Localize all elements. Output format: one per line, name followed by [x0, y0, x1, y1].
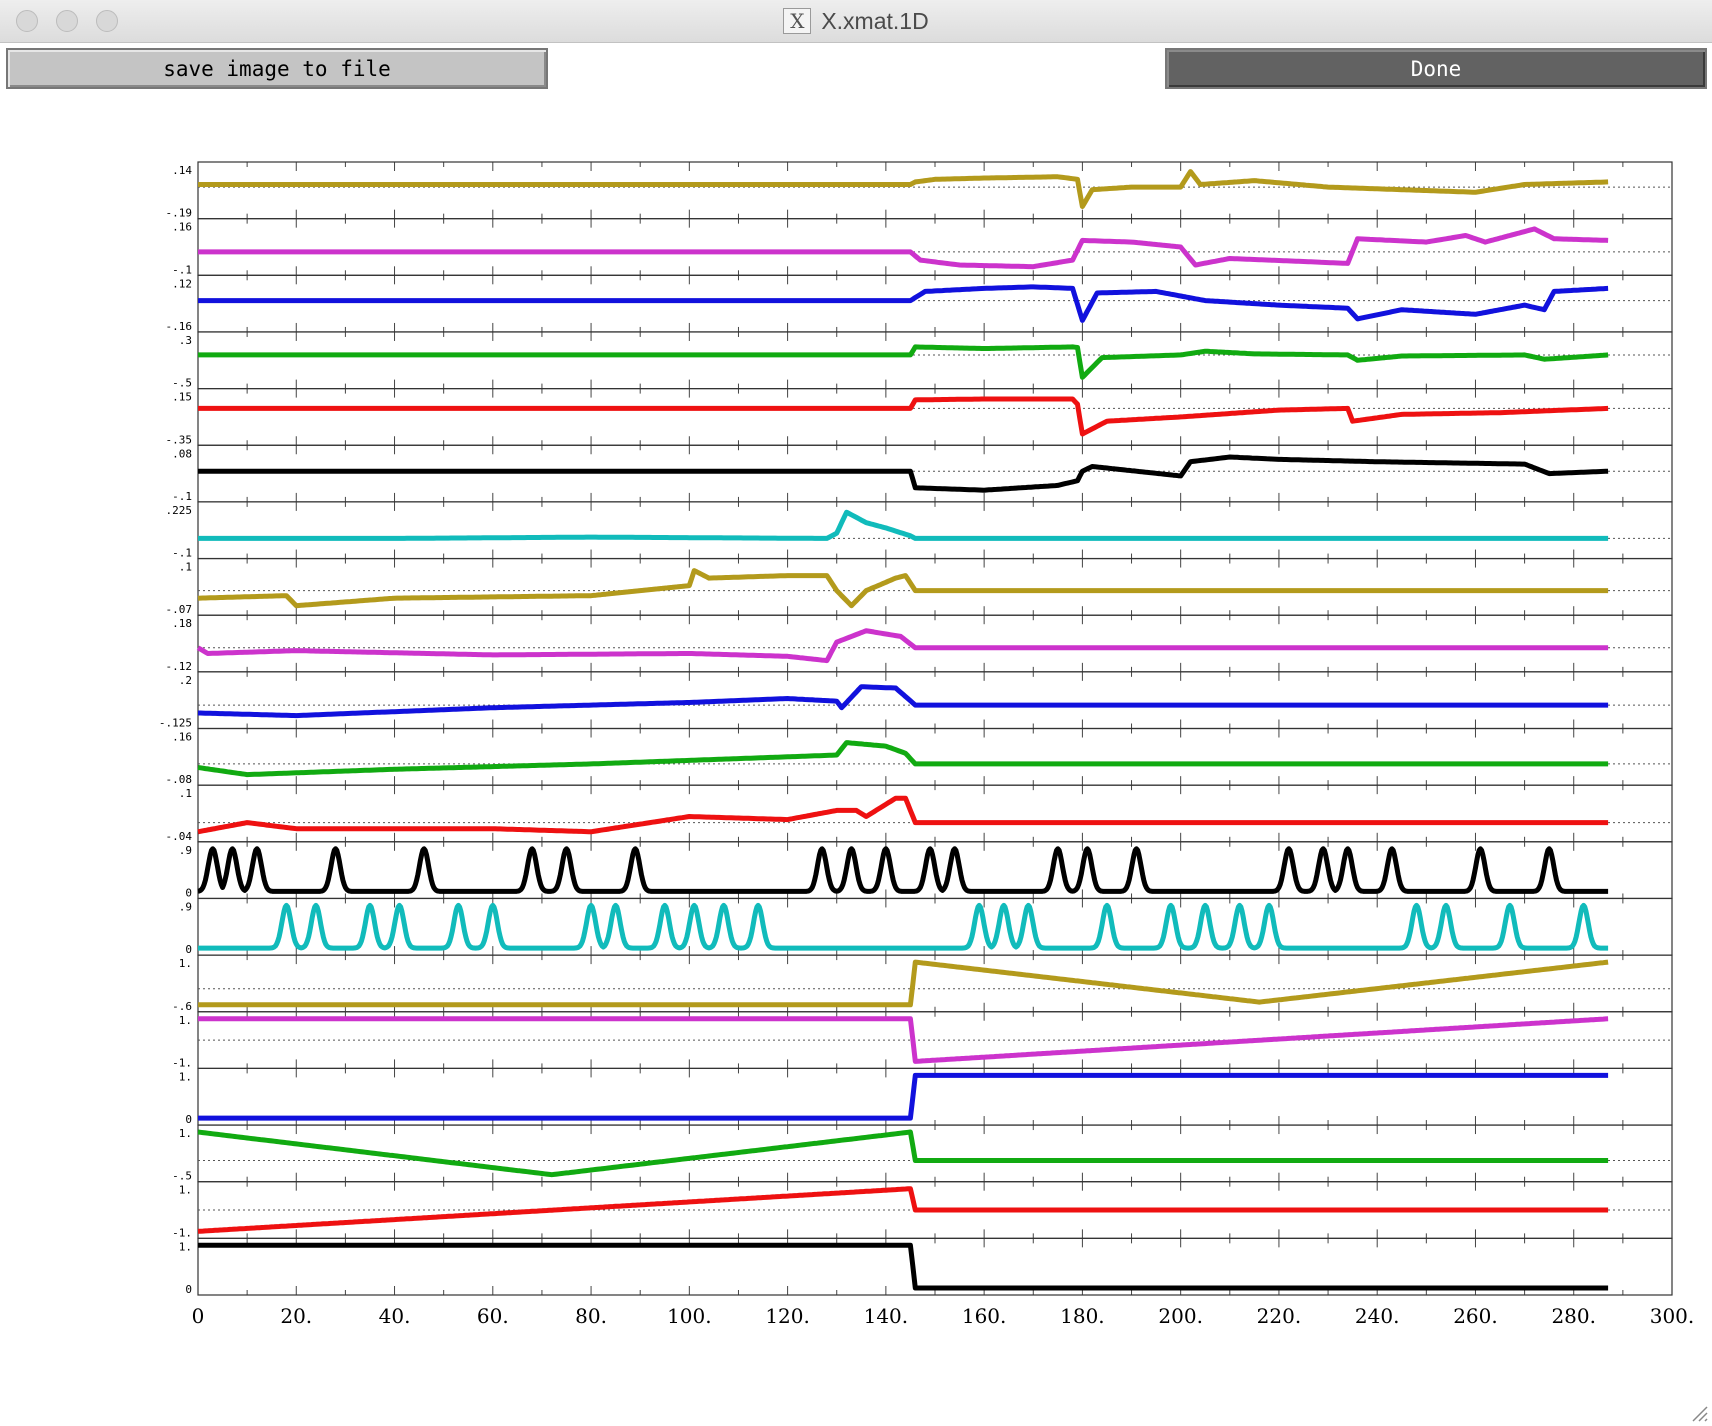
- series-line-9: [196, 628, 1609, 664]
- panel-frame: [197, 784, 1673, 843]
- series-line-4: [198, 344, 1609, 380]
- save-image-button[interactable]: save image to file: [6, 48, 548, 89]
- panel-top-label: 1.: [179, 1240, 192, 1253]
- panel-bottom-label: 0: [185, 1113, 192, 1126]
- panel-bottom-label: -.08: [166, 773, 193, 786]
- series-line-5: [198, 396, 1609, 437]
- panel-frame: [197, 671, 1673, 730]
- panel-top-label: 1.: [179, 1014, 192, 1027]
- panel-bottom-label: -.19: [166, 207, 193, 220]
- panel-bottom-label: -.16: [166, 320, 193, 333]
- panel-top-label: .08: [172, 447, 192, 460]
- panel-top-label: 1.: [179, 957, 192, 970]
- x-tick-label: 200.: [1158, 1304, 1203, 1328]
- panel-bottom-label: -.5: [172, 377, 192, 390]
- window-title: X.xmat.1D: [821, 7, 929, 34]
- panel-bottom-label: -.6: [172, 1000, 192, 1013]
- x-tick-label: 240.: [1355, 1304, 1400, 1328]
- x-tick-label: 180.: [1060, 1304, 1105, 1328]
- panel-top-label: 1.: [179, 1070, 192, 1083]
- panel-top-label: .2: [179, 674, 192, 687]
- panel-bottom-label: -.1: [172, 263, 192, 276]
- panel-top-label: .3: [179, 334, 192, 347]
- series-line-1: [198, 169, 1609, 209]
- panel-top-label: .1: [179, 561, 192, 574]
- panel-top-label: .16: [172, 221, 192, 234]
- x-tick-label: 20.: [280, 1304, 312, 1328]
- x-tick-label: 140.: [864, 1304, 909, 1328]
- title-bar: X X.xmat.1D: [0, 0, 1712, 43]
- window-title-group: X X.xmat.1D: [0, 0, 1712, 42]
- resize-grip-icon[interactable]: [1688, 1402, 1708, 1422]
- panel-bottom-label: 0: [185, 886, 192, 899]
- panel-top-label: .12: [172, 277, 192, 290]
- series-line-2: [198, 226, 1609, 270]
- series-line-18: [197, 1129, 1609, 1178]
- series-line-17: [198, 1072, 1609, 1121]
- series-line-14: [196, 902, 1610, 951]
- panel-frame: [197, 557, 1673, 616]
- panel-top-label: .18: [172, 617, 192, 630]
- panel-bottom-label: -.5: [172, 1170, 192, 1183]
- x-tick-label: 120.: [765, 1304, 810, 1328]
- panel-top-label: .225: [166, 504, 193, 517]
- panel-bottom-label: 0: [185, 943, 192, 956]
- panel-bottom-label: -.35: [166, 433, 193, 446]
- panel-top-label: .1: [179, 787, 192, 800]
- series-line-8: [197, 568, 1609, 609]
- x-tick-label: 40.: [379, 1304, 411, 1328]
- x11-icon: X: [783, 8, 812, 34]
- panel-frame: [197, 218, 1673, 276]
- series-line-7: [198, 509, 1609, 541]
- panel-top-label: .16: [172, 731, 192, 744]
- panel-bottom-label: -.125: [159, 717, 192, 730]
- series-line-6: [198, 454, 1609, 493]
- x-tick-label: 60.: [477, 1304, 509, 1328]
- zoom-window-button[interactable]: [96, 10, 118, 32]
- panel-frame: [197, 274, 1673, 333]
- x-tick-label: 220.: [1257, 1304, 1302, 1328]
- panel-bottom-label: -.1: [172, 547, 192, 560]
- panel-top-label: .15: [172, 391, 192, 404]
- series-line-16: [198, 1016, 1609, 1064]
- panel-frame: [197, 501, 1673, 560]
- series-line-3: [198, 284, 1609, 323]
- series-line-19: [197, 1186, 1609, 1234]
- series-line-10: [198, 684, 1609, 719]
- panel-bottom-label: -.12: [166, 660, 193, 673]
- panel-bottom-label: -.04: [166, 830, 193, 843]
- x-tick-label: 0: [192, 1304, 205, 1328]
- panel-top-label: .9: [179, 844, 192, 857]
- series-line-12: [197, 795, 1609, 835]
- panel-frame: [197, 614, 1673, 673]
- panel-bottom-label: -1.: [172, 1226, 192, 1239]
- panel-top-label: 1.: [179, 1184, 192, 1197]
- panel-frame: [197, 388, 1673, 446]
- x-tick-label: 300.: [1650, 1304, 1695, 1328]
- panel-top-label: .9: [179, 900, 192, 913]
- panel-bottom-label: -1.: [172, 1056, 192, 1069]
- x-tick-label: 100.: [667, 1304, 712, 1328]
- x-tick-label: 280.: [1551, 1304, 1596, 1328]
- panel-top-label: 1.: [179, 1127, 192, 1140]
- series-line-13: [196, 846, 1610, 894]
- panel-bottom-label: 0: [185, 1283, 192, 1296]
- x-tick-label: 80.: [575, 1304, 607, 1328]
- panel-frame: [197, 727, 1673, 786]
- panel-frame: [197, 331, 1673, 390]
- series-line-11: [197, 740, 1609, 778]
- panel-frame: [197, 1237, 1673, 1296]
- panel-bottom-label: -.1: [172, 490, 192, 503]
- done-button[interactable]: Done: [1165, 48, 1707, 89]
- series-line-15: [198, 959, 1609, 1008]
- x-tick-label: 160.: [962, 1304, 1007, 1328]
- minimize-window-button[interactable]: [56, 10, 78, 32]
- panel-top-label: .14: [172, 164, 192, 177]
- panel-bottom-label: -.07: [166, 603, 193, 616]
- series-line-20: [198, 1242, 1609, 1291]
- close-window-button[interactable]: [16, 10, 38, 32]
- panel-frame: [197, 1124, 1673, 1183]
- x-tick-label: 260.: [1453, 1304, 1498, 1328]
